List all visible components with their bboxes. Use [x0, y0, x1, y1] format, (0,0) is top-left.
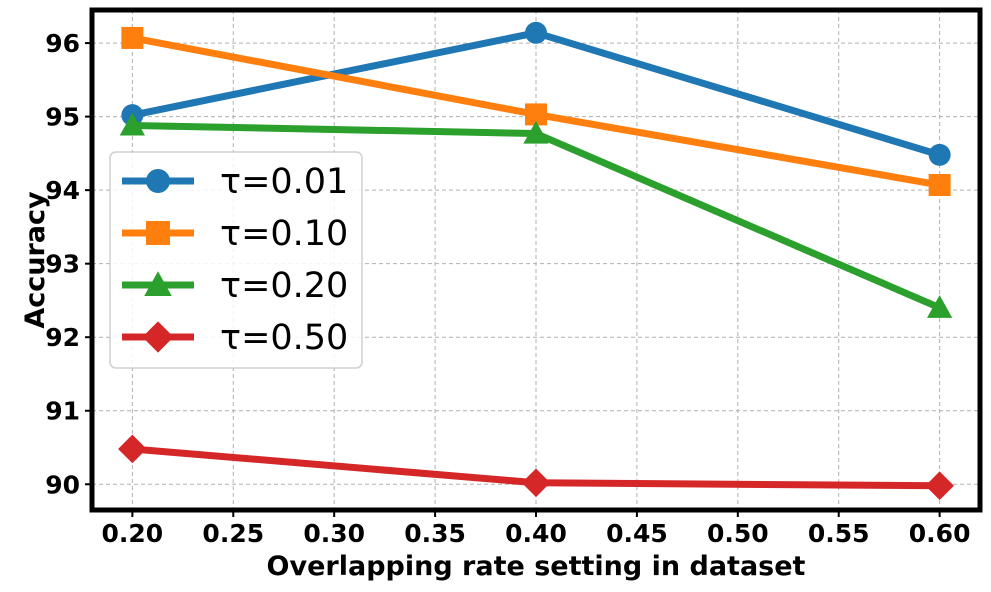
- y-axis-ticks: 90 91 92 93 94 95 96: [45, 29, 92, 499]
- data-point: [525, 21, 547, 44]
- x-tick-label: 0.25: [202, 519, 264, 548]
- y-tick-label: 91: [45, 397, 80, 426]
- data-point: [521, 468, 551, 498]
- data-point: [523, 120, 549, 144]
- y-axis-label: Accuracy: [20, 191, 51, 329]
- data-point: [928, 174, 951, 196]
- x-tick-label: 0.20: [102, 519, 164, 548]
- legend-box: [109, 151, 363, 369]
- x-tick-label: 0.30: [303, 519, 365, 548]
- data-point: [525, 103, 547, 126]
- y-tick-label: 95: [45, 103, 80, 132]
- x-tick-label: 0.40: [505, 519, 567, 548]
- legend: τ=0.01 τ=0.10 τ=0.20 τ=0.50: [109, 151, 363, 369]
- x-tick-label: 0.35: [404, 519, 466, 548]
- data-point: [928, 143, 951, 166]
- legend-marker: [146, 221, 170, 245]
- y-tick-label: 90: [45, 470, 80, 499]
- x-tick-label: 0.45: [606, 519, 668, 548]
- x-axis-ticks: 0.20 0.25 0.30 0.35 0.40 0.45 0.50 0.55 0.60: [102, 510, 971, 548]
- data-point: [926, 295, 953, 318]
- legend-label: τ=0.50: [220, 318, 348, 358]
- data-point: [925, 471, 954, 501]
- y-tick-label: 92: [45, 323, 80, 352]
- data-point: [121, 26, 144, 49]
- x-axis-label: Overlapping rate setting in dataset: [267, 551, 806, 582]
- legend-marker: [146, 169, 170, 193]
- x-tick-label: 0.60: [909, 519, 971, 548]
- legend-entry: τ=0.20: [122, 266, 348, 306]
- data-point: [118, 434, 147, 464]
- series-0: [121, 21, 951, 166]
- legend-entry: τ=0.01: [122, 162, 348, 202]
- x-tick-label: 0.50: [707, 519, 769, 548]
- series-1: [121, 26, 951, 196]
- x-tick-label: 0.55: [808, 519, 870, 548]
- legend-label: τ=0.10: [220, 214, 348, 254]
- legend-marker: [144, 271, 172, 297]
- legend-entry: τ=0.50: [122, 318, 348, 358]
- series-lines: [118, 21, 954, 501]
- y-tick-label: 94: [45, 176, 80, 205]
- series-3: [118, 434, 954, 501]
- legend-marker: [142, 321, 174, 353]
- legend-label: τ=0.20: [220, 266, 348, 306]
- data-point: [119, 112, 146, 136]
- legend-label: τ=0.01: [220, 162, 348, 202]
- y-tick-label: 93: [45, 250, 80, 279]
- legend-entry: τ=0.10: [122, 214, 348, 254]
- series-2: [119, 112, 953, 318]
- y-tick-label: 96: [45, 29, 80, 58]
